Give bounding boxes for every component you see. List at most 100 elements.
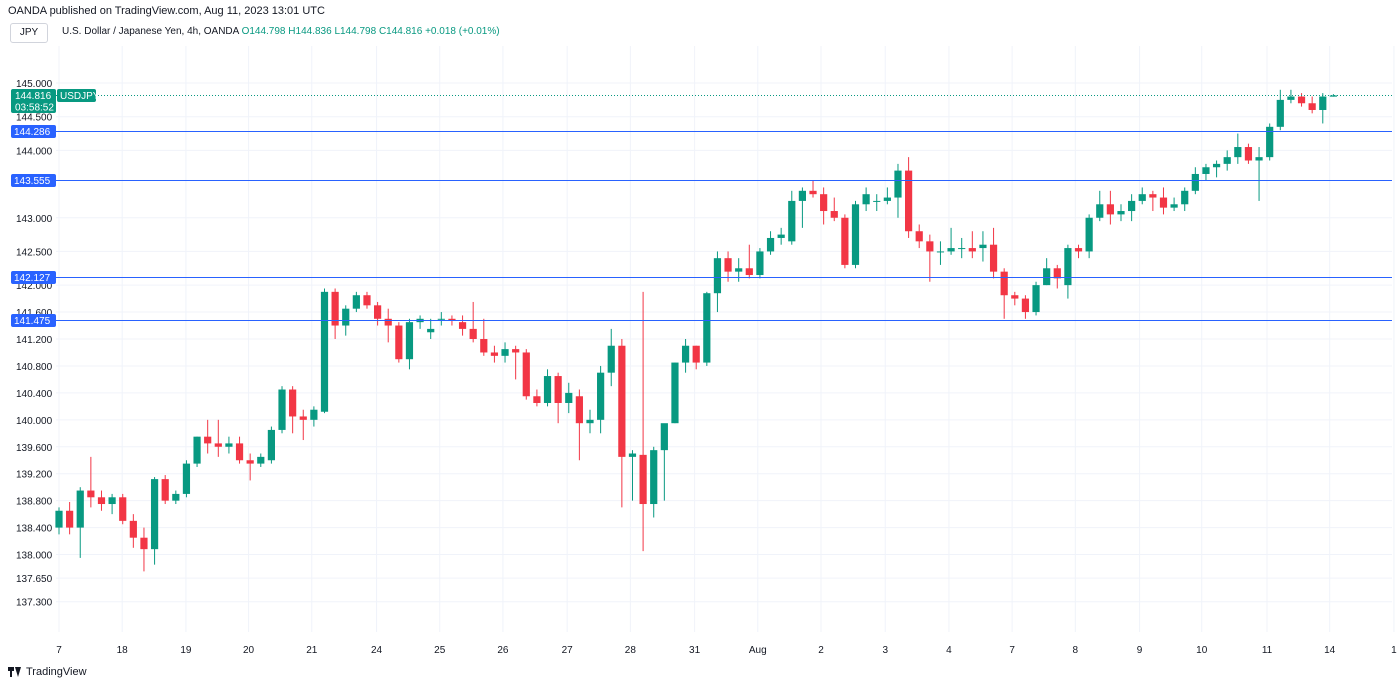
candle-up (1181, 187, 1189, 212)
candle-body (204, 436, 212, 444)
candle-body (1266, 126, 1274, 158)
candle-up (788, 190, 796, 245)
candle-body (1276, 99, 1284, 127)
candle-body (936, 251, 945, 253)
candle-body (76, 490, 84, 528)
price-tick-label: 140.000 (16, 416, 53, 427)
legend-open: O144.798 (241, 26, 286, 37)
candle-body (1096, 204, 1104, 218)
candle-body (522, 352, 530, 397)
candle-up (1287, 89, 1295, 104)
candle-body (586, 419, 594, 424)
candle-down (618, 339, 626, 508)
candle-up (193, 436, 201, 467)
candle-down (87, 456, 95, 508)
candle-up (1255, 147, 1263, 201)
price-tick-label: 141.600 (16, 308, 53, 319)
candle-body (883, 197, 891, 201)
candle-body (979, 244, 987, 249)
time-tick-label: 4 (946, 645, 952, 656)
candle-up (766, 231, 775, 255)
candle-down (1159, 187, 1168, 215)
candle-up (55, 507, 63, 535)
candle-down (968, 231, 976, 259)
candle-down (204, 419, 212, 454)
candle-body (851, 204, 860, 265)
tradingview-logo-icon (8, 667, 22, 677)
level-label: 144.286 (14, 127, 51, 138)
candle-up (225, 436, 233, 454)
candle-body (1064, 248, 1072, 286)
candle-body (639, 454, 647, 505)
candle-body (841, 217, 849, 265)
candle-up (1138, 187, 1146, 205)
ohlc-legend: U.S. Dollar / Japanese Yen, 4h, OANDA O1… (62, 26, 500, 37)
price-tick-label: 140.400 (16, 389, 53, 400)
time-axis[interactable]: 7 18 19 20 21 24 25 26 27 28 31 Aug 2 3 4 7 8 9 10 11 14 1 (56, 645, 1397, 656)
candle-up (1032, 281, 1040, 316)
price-axis[interactable]: 145.000 144.500 144.000 143.000 142.500 142.0… (16, 79, 53, 609)
candle-down (374, 301, 382, 326)
symbol-tag-bg (57, 89, 96, 102)
symbol-button[interactable]: JPY (10, 23, 48, 43)
candle-body (214, 443, 222, 447)
candle-body (660, 423, 668, 451)
candle-down (724, 251, 732, 282)
candle-body (628, 453, 637, 457)
candle-body (140, 537, 148, 550)
candle-down (554, 372, 562, 424)
level-label: 141.475 (14, 316, 51, 327)
price-tick-label: 138.000 (16, 551, 53, 562)
candle-down (235, 436, 244, 464)
candle-body (766, 237, 775, 252)
candle-body (735, 268, 743, 272)
candle-down (809, 180, 817, 198)
candle-up (660, 423, 668, 501)
candle-body (724, 258, 732, 272)
candle-body (745, 268, 753, 276)
candle-body (905, 170, 913, 232)
candle-up (1276, 89, 1284, 131)
candle-up (150, 477, 159, 565)
candle-body (395, 325, 403, 360)
candle-body (681, 345, 690, 363)
level-label-bg (11, 174, 56, 187)
time-tick-label: 21 (306, 645, 318, 656)
candle-down (575, 389, 583, 461)
candle-down (1149, 190, 1157, 212)
candle-body (1181, 190, 1189, 205)
candle-body (1223, 157, 1231, 164)
candle-body (87, 490, 95, 498)
price-tick-label: 137.650 (16, 574, 53, 585)
candle-up (352, 291, 360, 313)
candle-body (650, 450, 658, 505)
candle-down (905, 157, 913, 238)
level-label: 143.555 (14, 176, 51, 187)
candle-body (1244, 147, 1253, 161)
candle-up (607, 328, 615, 387)
candle-body (607, 345, 615, 373)
candle-body (830, 211, 838, 218)
candle-up (1085, 214, 1093, 259)
price-tick-label: 143.000 (16, 214, 53, 225)
candle-body (565, 392, 573, 403)
candle-up (267, 426, 275, 464)
candle-down (512, 345, 520, 380)
candle-up (501, 342, 509, 363)
time-tick-label: 24 (371, 645, 383, 656)
candle-body (193, 436, 201, 464)
level-label-bg (11, 271, 56, 284)
candle-down (820, 187, 828, 225)
candle-down (841, 214, 849, 269)
candle-down (469, 301, 477, 343)
candle-body (809, 190, 817, 195)
price-tick-label: 139.600 (16, 443, 53, 454)
candle-body (469, 328, 477, 339)
candle-body (108, 497, 116, 505)
candle-body (374, 305, 382, 319)
candle-body (968, 248, 976, 252)
candle-up (1128, 194, 1136, 222)
candle-down (1074, 244, 1083, 259)
